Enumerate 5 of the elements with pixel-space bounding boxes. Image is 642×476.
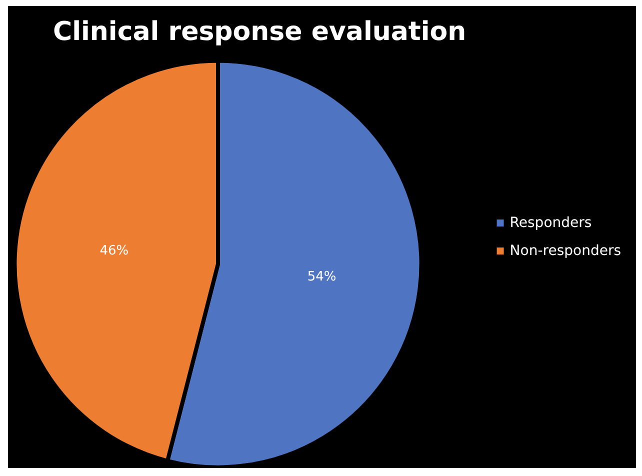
legend-label: Responders bbox=[510, 215, 592, 231]
legend-label: Non-responders bbox=[510, 243, 622, 259]
data-label: 54% bbox=[307, 270, 336, 285]
data-label: 46% bbox=[100, 243, 129, 258]
chart-title: Clinical response evaluation bbox=[53, 17, 466, 47]
